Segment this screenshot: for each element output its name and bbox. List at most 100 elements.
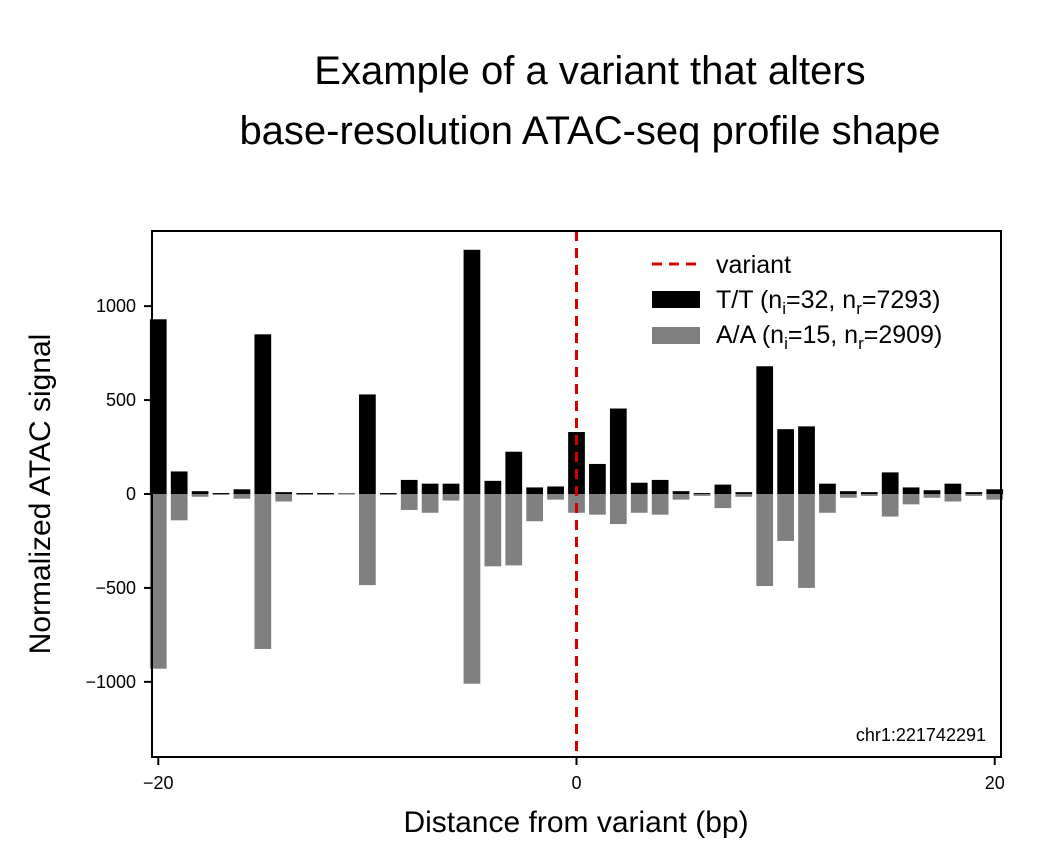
tt-bar-6 [275, 492, 293, 494]
aa-bar-40 [986, 494, 1004, 500]
x-axis: −20 0 20 [143, 757, 1005, 793]
tt-bar-17 [505, 451, 523, 494]
tt-bar-11 [379, 493, 397, 494]
legend-aa-label: A/A (ni=15, nr=2909) [716, 321, 942, 353]
tt-bar-39 [965, 492, 983, 494]
aa-bar-15 [463, 494, 481, 684]
locus-annotation: chr1:221742291 [856, 725, 986, 745]
aa-bar-28 [735, 494, 753, 497]
tt-bar-36 [902, 487, 920, 494]
aa-bar-37 [923, 494, 941, 498]
tt-bar-12 [400, 479, 418, 494]
aa-bar-6 [275, 494, 293, 502]
aa-bars [149, 494, 1004, 684]
tt-bar-35 [881, 472, 899, 494]
x-tick-label-1: 0 [571, 773, 581, 793]
tt-bar-20 [568, 432, 585, 494]
tt-bar-32 [819, 483, 836, 494]
y-tick-label-2: 0 [126, 484, 136, 504]
tt-bar-4 [233, 489, 251, 494]
tt-bar-10 [359, 394, 376, 494]
aa-bar-18 [526, 494, 544, 522]
aa-bar-0 [149, 494, 167, 669]
aa-bar-24 [651, 494, 669, 515]
aa-bar-25 [672, 494, 690, 500]
tt-bar-8 [317, 493, 334, 494]
aa-bar-31 [798, 494, 815, 588]
aa-bar-14 [442, 494, 460, 501]
tt-bar-26 [693, 493, 711, 494]
aa-bar-7 [296, 494, 314, 495]
aa-bar-5 [254, 494, 272, 649]
tt-bar-22 [609, 408, 627, 494]
tt-bar-38 [944, 483, 962, 494]
tt-bar-5 [254, 334, 272, 494]
legend-tt-label: T/T (ni=32, nr=7293) [716, 286, 940, 318]
aa-bar-8 [317, 494, 334, 495]
legend-tt-swatch [652, 291, 700, 308]
aa-bar-12 [400, 494, 418, 510]
y-tick-label-0: −1000 [85, 672, 136, 692]
tt-bar-7 [296, 493, 314, 494]
y-tick-label-4: 1000 [96, 296, 136, 316]
aa-bar-3 [212, 494, 230, 495]
aa-bar-1 [170, 494, 188, 521]
aa-bar-34 [860, 494, 878, 496]
aa-bar-11 [379, 494, 397, 495]
tt-bar-13 [421, 483, 439, 494]
aa-bar-35 [881, 494, 899, 517]
tt-bar-40 [986, 489, 1004, 494]
legend: variant T/T (ni=32, nr=7293) A/A (ni=15,… [652, 251, 942, 353]
aa-bar-13 [421, 494, 439, 513]
tt-bars [149, 249, 1004, 494]
tt-bar-33 [839, 491, 857, 494]
aa-bar-19 [547, 494, 564, 500]
tt-bar-3 [212, 493, 230, 494]
x-axis-label: Distance from variant (bp) [403, 806, 748, 839]
aa-bar-4 [233, 494, 251, 499]
y-tick-label-1: −500 [95, 578, 136, 598]
aa-bar-29 [756, 494, 774, 587]
tt-bar-16 [484, 480, 502, 494]
chart-title-line-2: base-resolution ATAC-seq profile shape [239, 109, 940, 153]
aa-bar-39 [965, 494, 983, 496]
tt-bar-24 [651, 479, 669, 494]
aa-bar-23 [630, 494, 648, 513]
aa-bar-36 [902, 494, 920, 505]
tt-bar-37 [923, 490, 941, 494]
aa-bar-32 [819, 494, 836, 513]
tt-bar-30 [777, 429, 794, 494]
tt-bar-28 [735, 492, 753, 494]
aa-bar-33 [839, 494, 857, 498]
chart-title-line-1: Example of a variant that alters [314, 49, 865, 93]
x-tick-label-2: 20 [985, 773, 1005, 793]
aa-bar-22 [609, 494, 627, 525]
tt-bar-15 [463, 249, 481, 494]
tt-bar-19 [547, 486, 564, 494]
legend-variant-label: variant [716, 251, 791, 279]
tt-bar-1 [170, 471, 188, 494]
y-axis: −1000 −500 0 500 1000 [85, 296, 152, 692]
aa-bar-30 [777, 494, 794, 541]
aa-bar-9 [338, 494, 355, 495]
tt-bar-27 [714, 484, 732, 494]
aa-bar-16 [484, 494, 502, 567]
tt-bar-21 [589, 463, 606, 494]
aa-bar-17 [505, 494, 523, 566]
legend-aa-swatch [652, 327, 700, 344]
aa-bar-2 [191, 494, 209, 497]
tt-bar-9 [338, 493, 355, 494]
y-tick-label-3: 500 [106, 390, 136, 410]
tt-bar-34 [860, 492, 878, 494]
tt-bar-2 [191, 491, 209, 494]
tt-bar-25 [672, 491, 690, 494]
y-axis-label: Normalized ATAC signal [24, 334, 57, 655]
aa-bar-27 [714, 494, 732, 509]
tt-bar-0 [149, 319, 167, 494]
aa-bar-38 [944, 494, 962, 502]
tt-bar-29 [756, 366, 774, 494]
tt-bar-18 [526, 487, 544, 494]
x-tick-label-0: −20 [143, 773, 174, 793]
tt-bar-14 [442, 483, 460, 494]
